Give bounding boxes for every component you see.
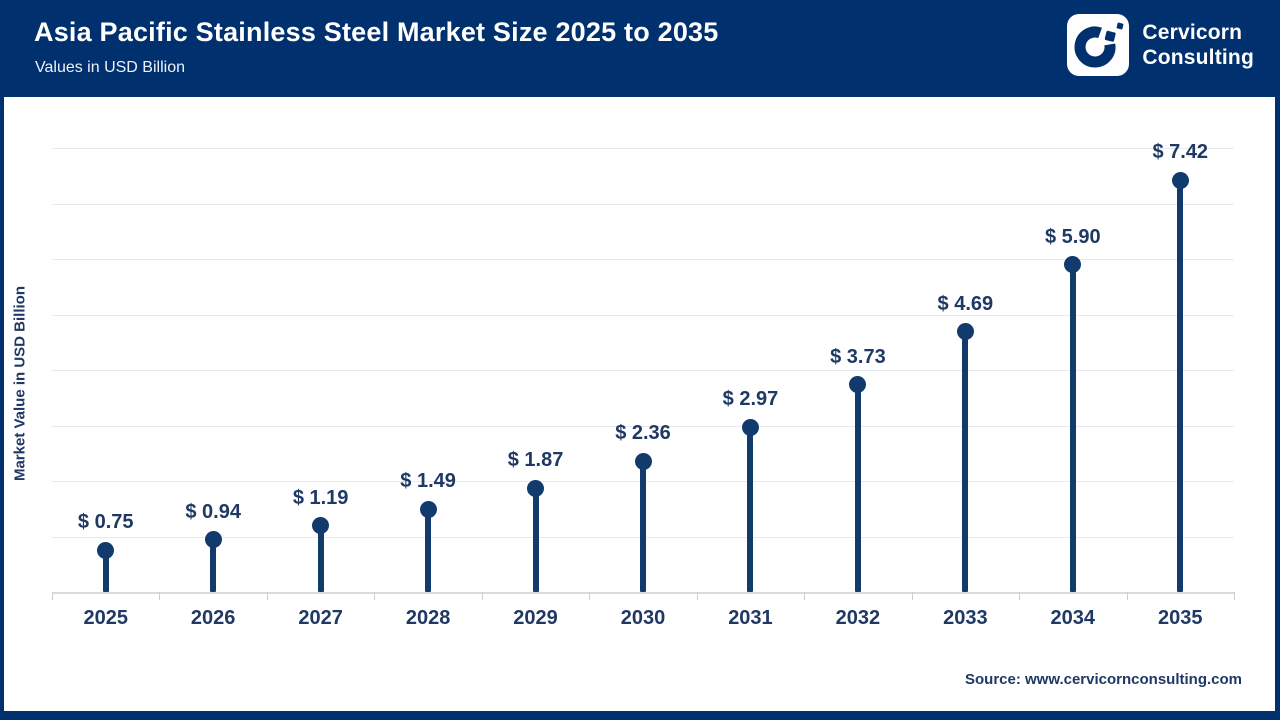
value-label: $ 2.97 — [722, 388, 779, 411]
marker-dot — [849, 376, 867, 394]
value-label: $ 1.49 — [400, 470, 456, 493]
value-label: $ 1.87 — [507, 449, 564, 472]
marker-dot — [634, 452, 652, 470]
axis-tick — [374, 592, 376, 600]
logo-text: Cervicorn Consulting — [1142, 20, 1254, 70]
x-axis-label: 2031 — [728, 607, 773, 629]
gridline — [52, 259, 1234, 260]
x-axis-label: 2029 — [513, 607, 558, 629]
value-label: $ 2.36 — [615, 422, 671, 445]
marker-dot — [97, 541, 115, 559]
marker-dot — [312, 517, 330, 535]
axis-tick — [159, 592, 161, 600]
axis-tick — [696, 592, 698, 600]
marker-dot — [204, 531, 222, 549]
axis-tick — [1019, 592, 1021, 600]
value-label: $ 1.19 — [292, 486, 349, 509]
axis-tick — [266, 592, 268, 600]
marker-dot — [1171, 171, 1189, 189]
x-axis-label: 2034 — [1050, 607, 1096, 629]
right-border — [1275, 96, 1280, 720]
x-axis-label: 2027 — [298, 607, 343, 629]
value-label: $ 0.75 — [77, 511, 134, 534]
marker-dot — [1064, 256, 1082, 274]
axis-tick — [1234, 592, 1235, 600]
stem — [102, 550, 109, 592]
marker-dot — [741, 418, 759, 436]
gridline — [52, 370, 1234, 371]
stem — [1069, 264, 1076, 592]
axis-tick — [911, 592, 913, 600]
x-axis-label: 2026 — [190, 607, 236, 629]
left-border — [0, 96, 4, 720]
logo: Cervicorn Consulting — [1067, 14, 1254, 76]
axis-tick — [804, 592, 806, 600]
gridline — [52, 148, 1234, 149]
page-title: Asia Pacific Stainless Steel Market Size… — [34, 17, 719, 47]
value-label: $ 7.42 — [1152, 141, 1209, 164]
value-label: $ 3.73 — [830, 345, 886, 368]
page-subtitle: Values in USD Billion — [35, 59, 185, 76]
stem — [640, 461, 646, 592]
x-axis-label: 2030 — [620, 607, 666, 629]
x-axis-label: 2035 — [1158, 607, 1203, 629]
gridline — [52, 203, 1234, 205]
marker-dot — [419, 500, 437, 518]
header: Asia Pacific Stainless Steel Market Size… — [0, 0, 1280, 97]
logo-line-1: Cervicorn — [1142, 21, 1243, 44]
stem — [532, 488, 539, 592]
stem — [317, 525, 324, 592]
gridline — [52, 425, 1234, 427]
gridline — [52, 314, 1234, 316]
stem — [962, 331, 969, 592]
stem — [854, 384, 861, 592]
stem — [425, 509, 432, 592]
x-axis-label: 2025 — [83, 607, 128, 629]
stem — [747, 427, 754, 592]
stem — [210, 539, 217, 592]
cervicorn-logo-icon — [1067, 14, 1130, 76]
x-axis-label: 2028 — [405, 607, 451, 629]
x-axis-label: 2033 — [943, 607, 988, 629]
axis-tick — [481, 592, 483, 600]
axis-tick — [52, 592, 53, 600]
marker-dot — [527, 479, 545, 497]
axis-tick — [589, 592, 591, 600]
x-axis-label: 2032 — [835, 607, 881, 629]
value-label: $ 0.94 — [185, 500, 241, 523]
source-text: Source: www.cervicornconsulting.com — [964, 671, 1242, 688]
marker-dot — [956, 323, 974, 341]
logo-line-2: Consulting — [1142, 46, 1254, 69]
y-axis-title: Market Value in USD Billion — [11, 285, 29, 482]
stem — [1177, 180, 1184, 592]
axis-tick — [1126, 592, 1128, 600]
value-label: $ 4.69 — [937, 292, 994, 315]
bottom-bar — [0, 711, 1280, 720]
value-label: $ 5.90 — [1045, 225, 1101, 248]
x-axis-line — [52, 592, 1234, 594]
